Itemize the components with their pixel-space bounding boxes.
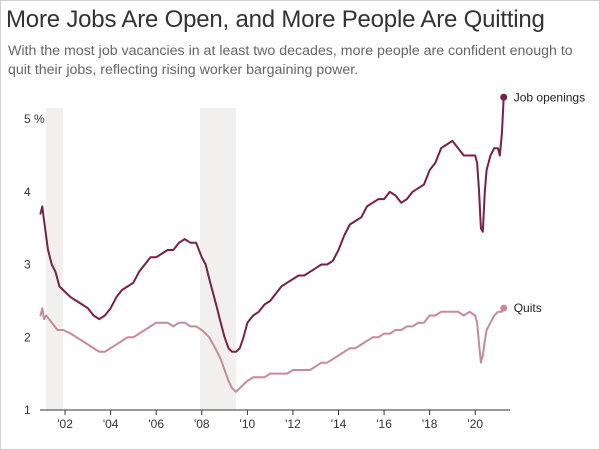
recession-band-2 [199,108,236,410]
x-axis: '02 '04 '06 '08 '10 '12 '14 '16 '18 '20 [40,409,510,431]
series-line-job-openings [39,96,505,353]
y-tick-label: 3 [24,258,31,272]
series-labels: Quits Job openings [514,90,585,315]
y-axis: 1 2 3 4 5 % [24,112,45,417]
series-end-dot-job-openings [500,93,508,101]
x-tick-label: '06 [148,417,164,431]
x-tick-label: '12 [285,417,301,431]
x-tick-label: '18 [422,417,438,431]
y-tick-label: 2 [24,330,31,344]
recession-bands [46,108,236,410]
recession-band-1 [46,108,64,410]
series-line-quits [39,307,505,393]
x-tick-label: '10 [240,417,256,431]
series-lines [39,93,508,393]
x-tick-label: '16 [376,417,392,431]
series-end-dot-quits [500,304,508,312]
x-tick-label: '04 [103,417,119,431]
chart-title: More Jobs Are Open, and More People Are … [6,6,545,33]
x-tick-label: '02 [57,417,73,431]
series-label-quits: Quits [514,301,542,315]
x-tick-label: '14 [331,417,347,431]
y-tick-label: 5 % [24,112,45,126]
x-tick-label: '20 [467,417,483,431]
chart-subtitle: With the most job vacancies in at least … [8,43,573,78]
x-tick-label: '08 [194,417,210,431]
y-tick-label: 1 [24,403,31,417]
series-label-job-openings: Job openings [514,90,585,104]
y-tick-label: 4 [24,185,31,199]
